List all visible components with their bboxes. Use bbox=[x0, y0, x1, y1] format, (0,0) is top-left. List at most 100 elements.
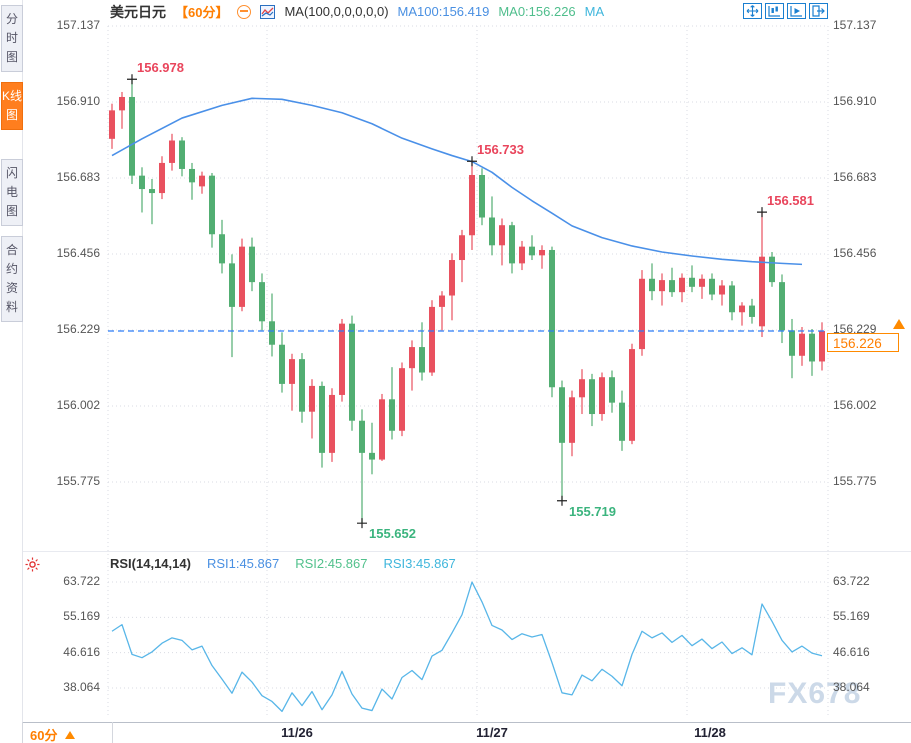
candle-body bbox=[719, 285, 725, 295]
candle-body bbox=[279, 344, 285, 384]
extreme-marker-cross-icon bbox=[557, 495, 567, 506]
date-axis-label: 11/28 bbox=[694, 725, 726, 740]
price-axis-label-left: 156.683 bbox=[56, 170, 100, 184]
candle-body bbox=[319, 385, 325, 453]
ma100-value: MA100:156.419 bbox=[397, 4, 490, 19]
exit-fullscreen-button[interactable] bbox=[809, 3, 828, 19]
candle-body bbox=[559, 387, 565, 443]
candle-body bbox=[669, 280, 675, 293]
sidebar-item-kline-chart[interactable]: K线图 bbox=[1, 82, 23, 130]
candle-body bbox=[699, 278, 705, 287]
price-axis-label-right: 156.456 bbox=[833, 246, 877, 260]
candle-body bbox=[309, 385, 315, 412]
candle-body bbox=[169, 140, 175, 163]
rsi2-value: RSI2:45.867 bbox=[295, 556, 368, 571]
price-axis-label-right: 157.137 bbox=[833, 18, 877, 32]
candle-body bbox=[289, 359, 295, 384]
rsi-line bbox=[111, 581, 823, 713]
sidebar-item-timeshare-chart[interactable]: 分时图 bbox=[1, 5, 23, 72]
sidebar-item-contract-info[interactable]: 合约资料 bbox=[1, 236, 23, 322]
high-price-annotation: 156.978 bbox=[137, 60, 184, 76]
rsi3-value: RSI3:45.867 bbox=[383, 556, 456, 571]
candle-body bbox=[749, 305, 755, 317]
exit-icon bbox=[812, 5, 825, 17]
candle-body bbox=[509, 225, 515, 264]
candle-body bbox=[359, 420, 365, 453]
candle-body bbox=[379, 399, 385, 460]
candle-body bbox=[789, 330, 795, 356]
candle-body bbox=[479, 174, 485, 218]
bottom-bar-divider bbox=[22, 722, 23, 743]
price-up-arrow-icon bbox=[893, 319, 905, 329]
ma-extra-label: MA bbox=[584, 4, 605, 19]
extreme-marker-cross-icon bbox=[757, 207, 767, 218]
candle-body bbox=[409, 347, 415, 369]
extreme-marker-cross-icon bbox=[467, 156, 477, 167]
bottom-bar-divider bbox=[112, 722, 113, 743]
indicator-chart-icon[interactable] bbox=[260, 4, 276, 19]
candle-body bbox=[809, 333, 815, 362]
candle-body bbox=[399, 368, 405, 431]
candle-body bbox=[579, 379, 585, 398]
sidebar-tabs: 分时图 K线图 闪电图 合约资料 bbox=[0, 0, 23, 743]
fx678-watermark: FX678 bbox=[768, 677, 862, 710]
playback-button[interactable] bbox=[787, 3, 806, 19]
candle-view-button[interactable] bbox=[765, 3, 784, 19]
candle-body bbox=[759, 256, 765, 327]
candle-body bbox=[819, 331, 825, 362]
candle-body bbox=[439, 295, 445, 307]
price-axis-label-right: 156.683 bbox=[833, 170, 877, 184]
candle-body bbox=[629, 349, 635, 441]
pane-separator bbox=[22, 551, 911, 552]
candle-body bbox=[189, 168, 195, 183]
pan-crosshair-button[interactable] bbox=[743, 3, 762, 19]
candle-body bbox=[609, 377, 615, 403]
candle-body bbox=[489, 217, 495, 246]
period-selector[interactable]: 60分 bbox=[30, 725, 76, 743]
candle-body bbox=[469, 174, 475, 236]
candle-body bbox=[369, 452, 375, 460]
candle-body bbox=[539, 249, 545, 256]
candle-body bbox=[219, 234, 225, 264]
candle-body bbox=[499, 225, 505, 246]
candle-body bbox=[259, 282, 265, 322]
candle-body bbox=[739, 305, 745, 313]
candle-body bbox=[339, 323, 345, 395]
rsi-settings-label[interactable]: RSI(14,14,14) bbox=[110, 556, 191, 571]
candle-body bbox=[139, 175, 145, 190]
price-axis-label-right: 156.229 bbox=[833, 322, 877, 336]
rsi-axis-label-right: 55.169 bbox=[833, 609, 870, 624]
ma100-line bbox=[111, 97, 803, 266]
candle-body bbox=[449, 260, 455, 296]
sidebar-item-lightning-chart[interactable]: 闪电图 bbox=[1, 159, 23, 226]
rsi-settings-sun-icon[interactable] bbox=[25, 557, 40, 577]
candle-body bbox=[799, 333, 805, 356]
symbol-title: 美元日元 bbox=[110, 3, 166, 20]
rsi1-value: RSI1:45.867 bbox=[206, 556, 280, 571]
candle-body bbox=[659, 280, 665, 292]
chart-toolbar bbox=[743, 3, 828, 19]
candle-body bbox=[229, 263, 235, 307]
candle-body bbox=[239, 246, 245, 307]
candle-body bbox=[769, 256, 775, 283]
rsi-axis-label-left: 46.616 bbox=[63, 644, 100, 659]
candle-body bbox=[159, 162, 165, 194]
collapse-minus-icon[interactable] bbox=[237, 4, 252, 19]
candle-body bbox=[199, 175, 205, 187]
rsi-header: RSI(14,14,14) RSI1:45.867 RSI2:45.867 RS… bbox=[110, 556, 456, 571]
candle-body bbox=[639, 278, 645, 350]
candle-body bbox=[779, 282, 785, 331]
high-price-annotation: 156.581 bbox=[767, 193, 814, 209]
candle-body bbox=[299, 359, 305, 412]
ma-settings-label[interactable]: MA(100,0,0,0,0,0) bbox=[284, 4, 389, 19]
price-axis-label-right: 155.775 bbox=[833, 473, 877, 488]
candle-body bbox=[459, 235, 465, 261]
period-badge: 【60分】 bbox=[175, 5, 229, 20]
price-axis-label-left: 155.775 bbox=[56, 473, 100, 488]
high-price-annotation: 156.733 bbox=[477, 142, 524, 158]
period-up-arrow-icon bbox=[65, 730, 76, 739]
candle-body bbox=[119, 96, 125, 111]
playback-icon bbox=[790, 6, 802, 17]
price-axis-label-left: 156.456 bbox=[56, 246, 100, 260]
